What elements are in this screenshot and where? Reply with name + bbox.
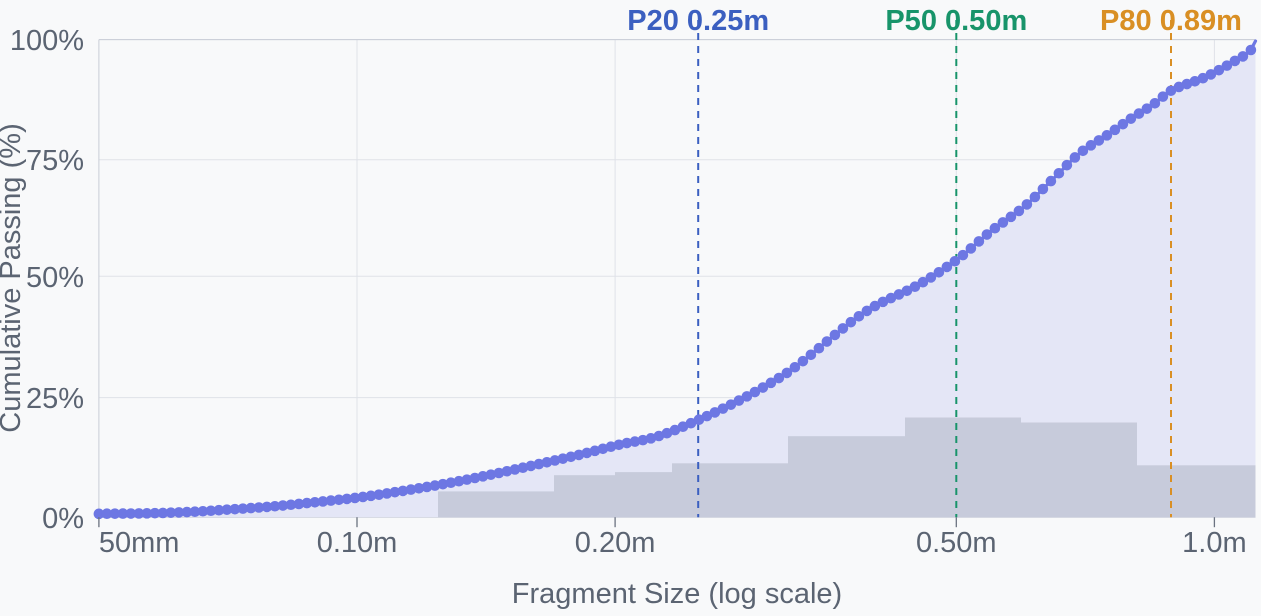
svg-text:100%: 100% — [10, 25, 84, 57]
svg-text:0.50m: 0.50m — [916, 527, 997, 559]
svg-text:0.20m: 0.20m — [575, 527, 656, 559]
svg-text:75%: 75% — [26, 145, 84, 177]
svg-text:P50 0.50m: P50 0.50m — [885, 5, 1027, 37]
svg-text:0%: 0% — [42, 503, 84, 535]
svg-text:25%: 25% — [26, 383, 84, 415]
svg-text:Fragment Size (log scale): Fragment Size (log scale) — [512, 578, 842, 610]
svg-text:P20 0.25m: P20 0.25m — [627, 5, 769, 37]
svg-text:50mm: 50mm — [99, 527, 180, 559]
svg-text:1.0m: 1.0m — [1182, 527, 1246, 559]
svg-text:0.10m: 0.10m — [317, 527, 398, 559]
svg-text:50%: 50% — [26, 262, 84, 294]
svg-text:Cumulative Passing (%): Cumulative Passing (%) — [0, 123, 27, 432]
svg-text:P80 0.89m: P80 0.89m — [1100, 5, 1242, 37]
